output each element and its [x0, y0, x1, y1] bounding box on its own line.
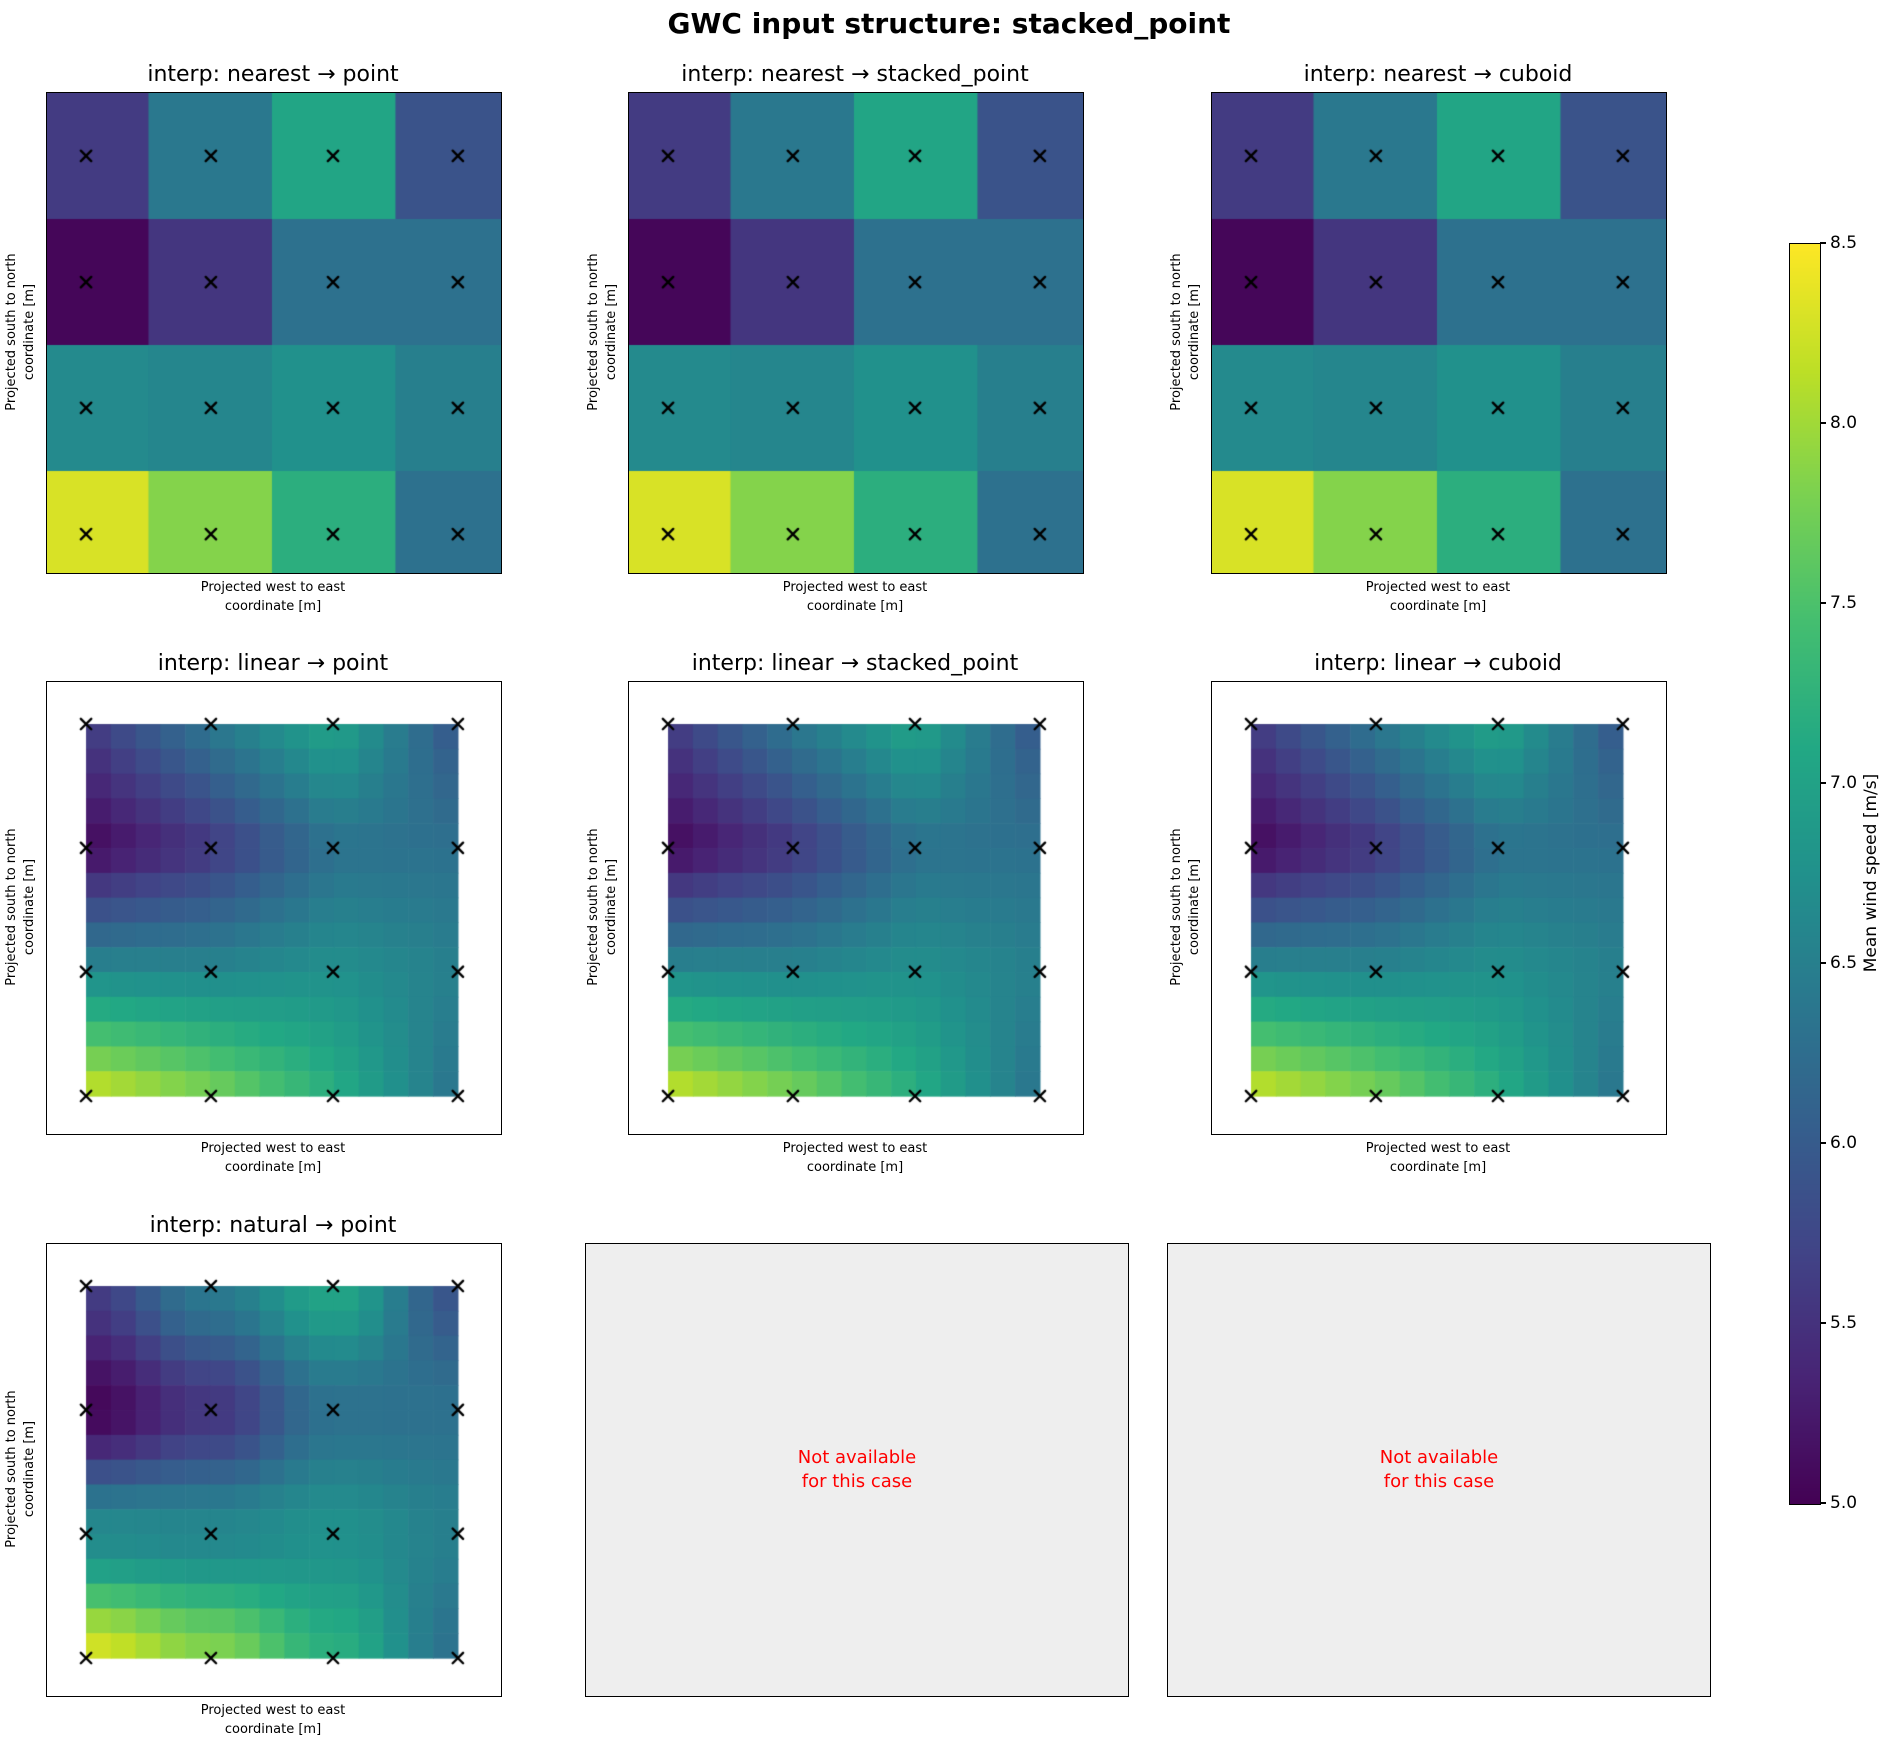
heatmap-canvas: [47, 93, 501, 573]
heatmap-canvas: [629, 93, 1083, 573]
heatmap-canvas: [1212, 93, 1666, 573]
y-axis-label-line2: coordinate [m]: [22, 283, 37, 381]
not-available-line2: for this case: [801, 1471, 913, 1492]
colorbar-gradient: [1790, 244, 1820, 1504]
subplot-nearest-point: [46, 92, 502, 574]
y-axis-label-line2: coordinate [m]: [22, 858, 37, 956]
subplot-natural-point: [46, 1243, 502, 1697]
x-axis-label-line1: Projected west to east: [1365, 1141, 1511, 1156]
subplot-title-nearest-stacked_point: interp: nearest → stacked_point: [681, 62, 1029, 87]
subplot-linear-stacked_point: [628, 681, 1084, 1135]
subplot-linear-point: [46, 681, 502, 1135]
x-axis-label-line1: Projected west to east: [200, 1141, 346, 1156]
colorbar-tick: [1820, 422, 1826, 424]
colorbar-label: Mean wind speed [m/s]: [1861, 773, 1881, 973]
heatmap-canvas: [47, 1244, 501, 1696]
subplot-na-natural-cuboid: Not available for this case: [1167, 1243, 1711, 1697]
x-axis-label-line2: coordinate [m]: [224, 599, 322, 614]
colorbar-tick: [1820, 1502, 1826, 1504]
y-axis-label-line2: coordinate [m]: [1187, 858, 1202, 956]
not-available-line1: Not available: [797, 1447, 917, 1468]
y-axis-label: Projected south to north coordinate [m]: [1168, 82, 1206, 582]
y-axis-label-line1: Projected south to north: [1169, 828, 1184, 986]
colorbar-tick-label: 8.0: [1830, 412, 1858, 433]
subplot-nearest-stacked_point: [628, 92, 1084, 574]
y-axis-label-line2: coordinate [m]: [604, 858, 619, 956]
colorbar-tick: [1820, 782, 1826, 784]
not-available-text: Not available for this case: [798, 1446, 917, 1494]
y-axis-label-line2: coordinate [m]: [1187, 283, 1202, 381]
y-axis-label-line1: Projected south to north: [586, 253, 601, 411]
y-axis-label: Projected south to north coordinate [m]: [3, 82, 41, 582]
subplot-title-nearest-cuboid: interp: nearest → cuboid: [1303, 62, 1573, 87]
colorbar-tick-label: 6.5: [1830, 952, 1858, 973]
x-axis-label-line2: coordinate [m]: [224, 1160, 322, 1175]
x-axis-label: Projected west to east coordinate [m]: [628, 1139, 1082, 1177]
heatmap-canvas: [1212, 682, 1666, 1134]
y-axis-label-line1: Projected south to north: [4, 253, 19, 411]
colorbar-tick: [1820, 1142, 1826, 1144]
y-axis-label: Projected south to north coordinate [m]: [3, 657, 41, 1157]
y-axis-label: Projected south to north coordinate [m]: [585, 657, 623, 1157]
heatmap-canvas: [629, 682, 1083, 1134]
not-available-line1: Not available: [1379, 1447, 1499, 1468]
x-axis-label-line1: Projected west to east: [782, 580, 928, 595]
x-axis-label-line2: coordinate [m]: [806, 599, 904, 614]
colorbar-tick-label: 5.0: [1830, 1492, 1858, 1513]
y-axis-label-line1: Projected south to north: [4, 1390, 19, 1548]
colorbar-tick: [1820, 962, 1826, 964]
y-axis-label-line1: Projected south to north: [1169, 253, 1184, 411]
y-axis-label: Projected south to north coordinate [m]: [585, 82, 623, 582]
x-axis-label-line1: Projected west to east: [200, 580, 346, 595]
x-axis-label: Projected west to east coordinate [m]: [1211, 1139, 1665, 1177]
y-axis-label: Projected south to north coordinate [m]: [3, 1219, 41, 1719]
subplot-title-nearest-point: interp: nearest → point: [147, 62, 399, 87]
subplot-linear-cuboid: [1211, 681, 1667, 1135]
colorbar-gradient-frame: [1789, 243, 1821, 1505]
x-axis-label-line2: coordinate [m]: [806, 1160, 904, 1175]
colorbar-tick: [1820, 602, 1826, 604]
x-axis-label-line2: coordinate [m]: [1389, 1160, 1487, 1175]
y-axis-label-line2: coordinate [m]: [22, 1420, 37, 1518]
x-axis-label-line1: Projected west to east: [1365, 580, 1511, 595]
not-available-text: Not available for this case: [1380, 1446, 1499, 1494]
x-axis-label: Projected west to east coordinate [m]: [46, 578, 500, 616]
colorbar-tick-label: 7.5: [1830, 592, 1858, 613]
y-axis-label-line1: Projected south to north: [586, 828, 601, 986]
colorbar-tick-label: 6.0: [1830, 1132, 1858, 1153]
y-axis-label: Projected south to north coordinate [m]: [1168, 657, 1206, 1157]
heatmap-canvas: [47, 682, 501, 1134]
subplot-title-linear-stacked_point: interp: linear → stacked_point: [691, 651, 1019, 676]
subplot-title-natural-point: interp: natural → point: [149, 1213, 397, 1238]
subplot-title-linear-point: interp: linear → point: [157, 651, 389, 676]
x-axis-label-line1: Projected west to east: [200, 1703, 346, 1718]
colorbar-tick: [1820, 1322, 1826, 1324]
subplot-title-linear-cuboid: interp: linear → cuboid: [1314, 651, 1562, 676]
colorbar-tick-label: 7.0: [1830, 772, 1858, 793]
y-axis-label-line1: Projected south to north: [4, 828, 19, 986]
colorbar-tick-label: 8.5: [1830, 232, 1858, 253]
x-axis-label-line2: coordinate [m]: [1389, 599, 1487, 614]
y-axis-label-line2: coordinate [m]: [604, 283, 619, 381]
x-axis-label-line2: coordinate [m]: [224, 1722, 322, 1737]
subplot-na-natural-stacked_point: Not available for this case: [585, 1243, 1129, 1697]
x-axis-label: Projected west to east coordinate [m]: [46, 1701, 500, 1739]
x-axis-label: Projected west to east coordinate [m]: [1211, 578, 1665, 616]
subplot-nearest-cuboid: [1211, 92, 1667, 574]
colorbar-tick-label: 5.5: [1830, 1312, 1858, 1333]
colorbar-tick: [1820, 242, 1826, 244]
not-available-line2: for this case: [1383, 1471, 1495, 1492]
x-axis-label-line1: Projected west to east: [782, 1141, 928, 1156]
x-axis-label: Projected west to east coordinate [m]: [628, 578, 1082, 616]
x-axis-label: Projected west to east coordinate [m]: [46, 1139, 500, 1177]
figure-title: GWC input structure: stacked_point: [667, 7, 1231, 40]
